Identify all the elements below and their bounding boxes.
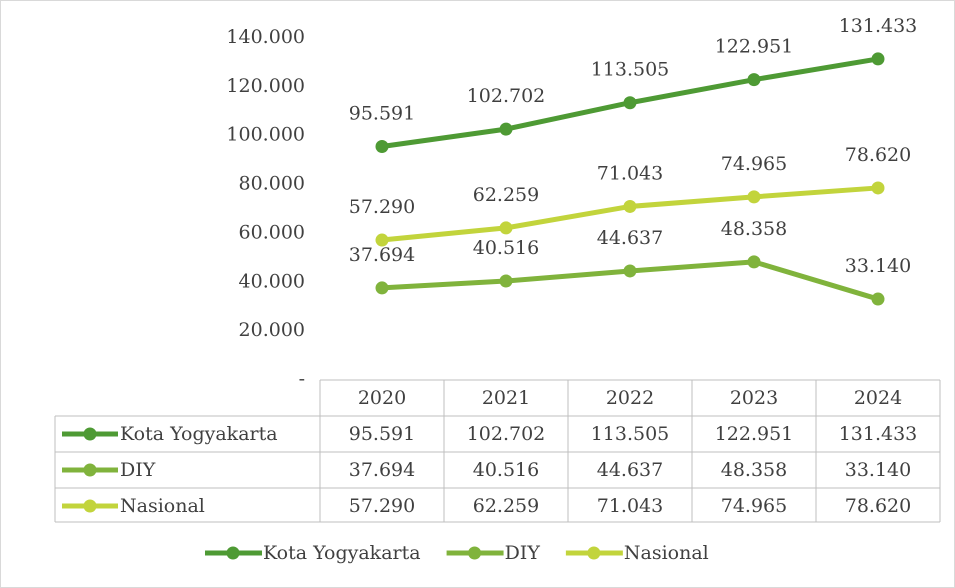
y-tick-label: 40.000 [239, 270, 305, 292]
y-tick-label: 80.000 [239, 173, 305, 195]
data-label: 131.433 [839, 15, 918, 37]
legend-key-marker [83, 427, 97, 441]
x-tick-label: 2023 [730, 387, 778, 409]
data-point [747, 255, 761, 269]
legend-key-marker [83, 463, 97, 477]
row-header: Nasional [120, 495, 205, 517]
y-tick-label: 120.000 [226, 75, 305, 97]
table-cell: 122.951 [715, 423, 794, 445]
legend-label: Kota Yogyakarta [263, 542, 421, 564]
y-tick-label: - [299, 368, 305, 390]
legend-key-marker [468, 546, 482, 560]
data-point [871, 52, 885, 66]
table-cell: 71.043 [597, 495, 663, 517]
x-tick-label: 2020 [358, 387, 406, 409]
data-label: 40.516 [473, 237, 539, 259]
data-label: 95.591 [349, 102, 415, 124]
data-label: 33.140 [845, 255, 911, 277]
data-point [375, 139, 389, 153]
data-label: 74.965 [721, 153, 787, 175]
data-point [375, 233, 389, 247]
table-cell: 113.505 [591, 423, 670, 445]
y-tick-label: 140.000 [226, 26, 305, 48]
data-label: 113.505 [591, 59, 670, 81]
data-point [499, 122, 513, 136]
data-point [747, 190, 761, 204]
data-point [623, 264, 637, 278]
x-tick-label: 2021 [482, 387, 530, 409]
legend-label: DIY [505, 542, 541, 564]
table-cell: 57.290 [349, 495, 415, 517]
data-point [375, 281, 389, 295]
data-label: 71.043 [597, 162, 663, 184]
table-cell: 95.591 [349, 423, 415, 445]
legend-key-marker [83, 499, 97, 513]
data-point [499, 221, 513, 235]
table-cell: 44.637 [597, 459, 663, 481]
data-label: 37.694 [349, 244, 415, 266]
data-point [623, 199, 637, 213]
table-cell: 48.358 [721, 459, 787, 481]
table-cell: 78.620 [845, 495, 911, 517]
table-cell: 62.259 [473, 495, 539, 517]
data-label: 62.259 [473, 184, 539, 206]
x-tick-label: 2024 [854, 387, 902, 409]
data-label: 48.358 [721, 218, 787, 240]
y-tick-label: 20.000 [239, 319, 305, 341]
data-point [747, 73, 761, 87]
y-tick-label: 100.000 [226, 124, 305, 146]
data-label: 78.620 [845, 144, 911, 166]
data-label: 44.637 [597, 227, 663, 249]
data-point [623, 96, 637, 110]
table-cell: 102.702 [467, 423, 546, 445]
table-cell: 131.433 [839, 423, 918, 445]
legend-label: Nasional [624, 542, 709, 564]
table-cell: 33.140 [845, 459, 911, 481]
data-label: 102.702 [467, 85, 546, 107]
data-point [499, 274, 513, 288]
row-header: DIY [120, 459, 156, 481]
table-cell: 74.965 [721, 495, 787, 517]
data-point [871, 292, 885, 306]
x-tick-label: 2022 [606, 387, 654, 409]
row-header: Kota Yogyakarta [120, 423, 278, 445]
legend-key-marker [587, 546, 601, 560]
y-tick-label: 60.000 [239, 221, 305, 243]
data-label: 57.290 [349, 196, 415, 218]
table-cell: 37.694 [349, 459, 415, 481]
legend-key-marker [226, 546, 240, 560]
data-point [871, 181, 885, 195]
table-cell: 40.516 [473, 459, 539, 481]
data-label: 122.951 [715, 36, 794, 58]
